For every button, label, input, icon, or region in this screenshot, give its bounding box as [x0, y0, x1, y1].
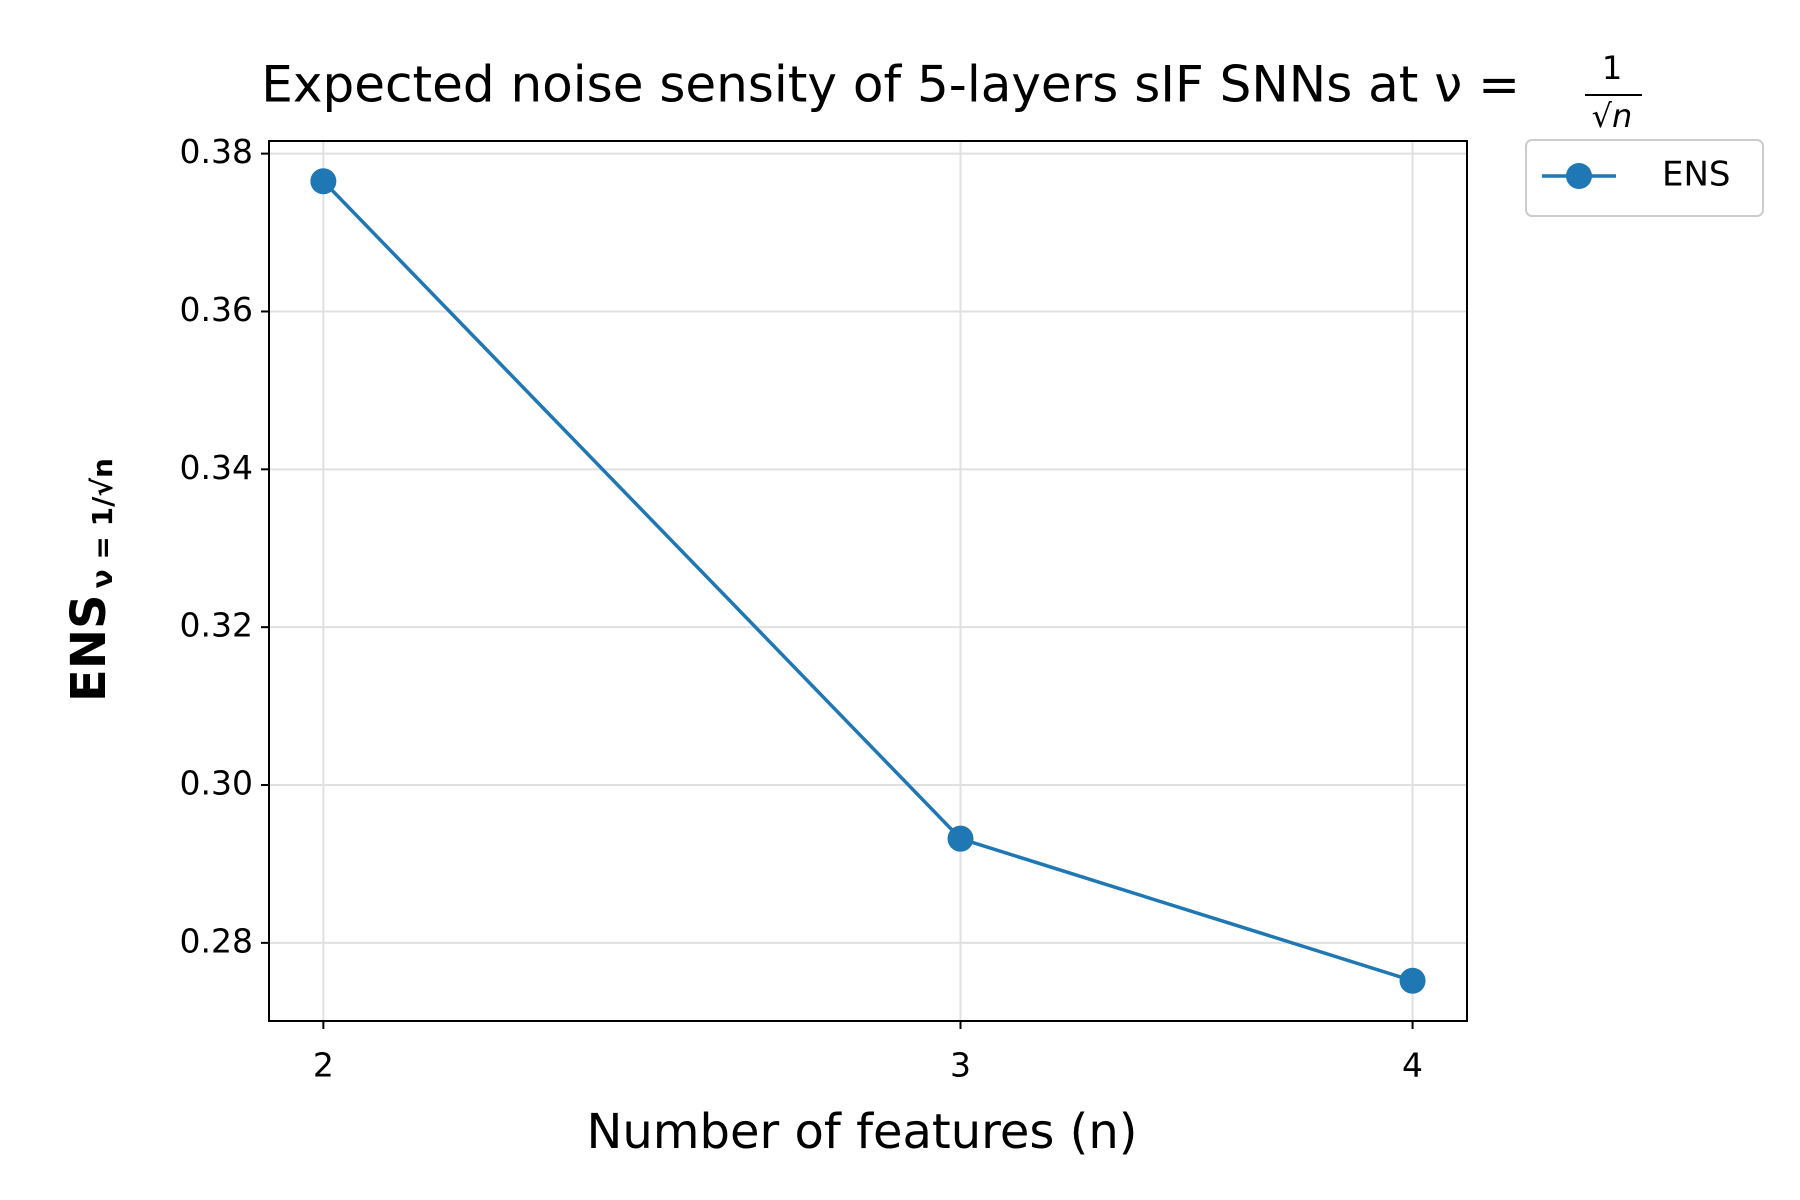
title-fraction-denominator: √n [1592, 97, 1633, 135]
y-tick-label: 0.28 [180, 921, 253, 960]
x-tick-label: 4 [1402, 1046, 1423, 1085]
x-tick-label: 2 [313, 1046, 334, 1085]
data-point [947, 825, 974, 852]
y-axis-label: ENS ν = 1/√n [61, 458, 119, 702]
data-point [310, 168, 337, 195]
legend-label: ENS [1662, 155, 1731, 195]
title-fraction-numerator: 1 [1602, 49, 1622, 87]
y-axis-label-subscript: ν = 1/√n [86, 458, 119, 588]
y-tick-label: 0.34 [180, 448, 253, 487]
y-tick-label: 0.30 [180, 764, 253, 803]
y-tick-label: 0.38 [180, 132, 253, 171]
data-point [1399, 967, 1426, 994]
plot-area: 0.28 0.30 0.32 0.34 0.36 0.38 2 3 4 [180, 132, 1468, 1085]
legend-marker [1566, 163, 1592, 189]
y-axis-label-main: ENS [61, 594, 117, 702]
x-tick-label: 3 [950, 1046, 971, 1085]
chart-title: Expected noise sensity of 5-layers sIF S… [261, 56, 1520, 114]
y-tick-label: 0.32 [180, 606, 253, 645]
y-tick-label: 0.36 [180, 290, 253, 329]
axes-frame [268, 140, 1468, 1022]
legend-box [1525, 139, 1764, 217]
x-axis-label: Number of features (n) [586, 1104, 1137, 1160]
